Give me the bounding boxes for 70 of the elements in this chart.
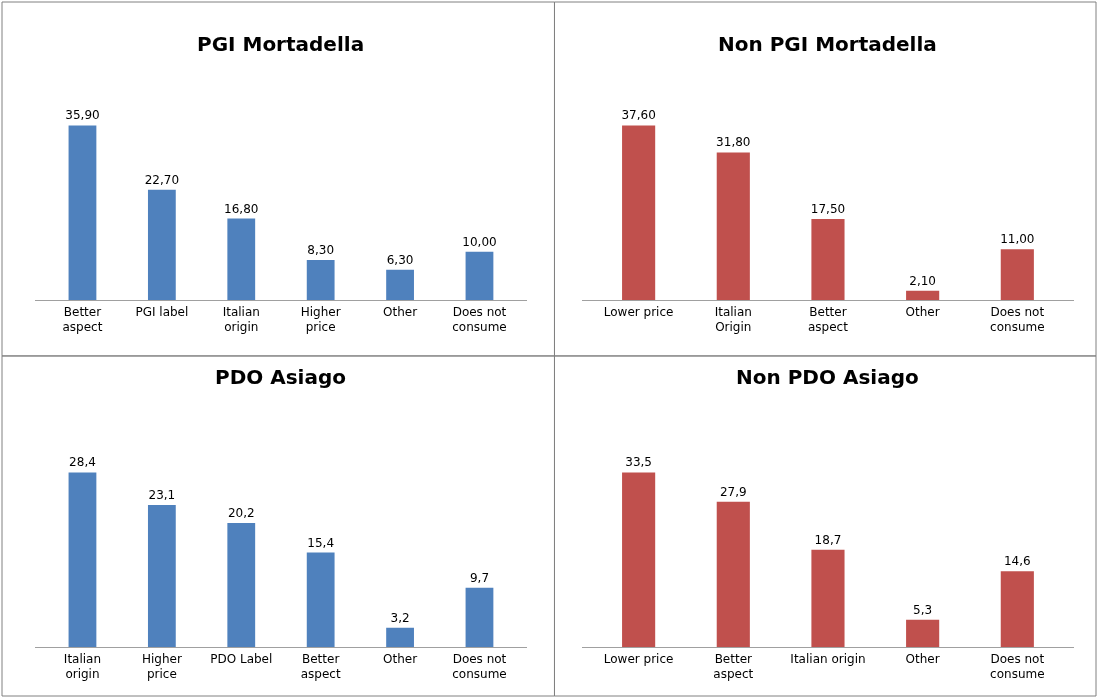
x-tick-label: Italian origin	[222, 304, 260, 335]
data-label: 27,9	[719, 484, 747, 499]
x-tick-label: Better aspect	[713, 651, 754, 682]
data-label: 14,6	[1003, 554, 1031, 569]
data-label: 23,1	[148, 488, 176, 503]
data-label: 10,00	[462, 234, 497, 249]
x-tick-label: Better aspect	[62, 304, 103, 335]
bar	[906, 619, 940, 648]
data-label: 28,4	[69, 455, 96, 470]
data-label: 5,3	[913, 602, 933, 617]
data-label: 22,70	[144, 172, 180, 187]
data-label: 33,5	[625, 455, 652, 470]
bar	[716, 501, 750, 648]
bar	[622, 125, 656, 301]
bar	[1000, 571, 1034, 648]
bar	[147, 189, 176, 301]
data-label: 2,10	[909, 273, 936, 288]
data-label: 3,2	[390, 610, 410, 625]
chart-title: Non PGI Mortadella	[718, 32, 937, 56]
data-label: 11,00	[1000, 232, 1035, 247]
x-tick-label: Higher price	[141, 651, 182, 682]
data-label: 9,7	[469, 570, 490, 585]
x-tick-label: Italian origin	[790, 651, 866, 666]
x-tick-label: Does not consume	[452, 651, 507, 682]
x-tick-label: PGI label	[135, 304, 189, 319]
data-label: 31,80	[716, 135, 751, 150]
data-label: 37,60	[621, 108, 656, 123]
bar	[465, 251, 494, 301]
x-tick-label: Other	[905, 304, 940, 319]
bar	[386, 627, 414, 648]
chart-title: PDO Asiago	[215, 365, 347, 389]
x-tick-label: Better aspect	[808, 304, 849, 335]
data-label: 18,7	[814, 532, 842, 547]
data-label: 6,30	[386, 252, 414, 267]
bar	[811, 549, 845, 648]
data-label: 8,30	[307, 242, 335, 257]
x-tick-label: Other	[905, 651, 940, 666]
bar	[306, 259, 335, 301]
bar	[811, 218, 845, 301]
x-tick-label: Other	[383, 304, 418, 319]
bar	[716, 152, 750, 301]
chart-title: Non PDO Asiago	[736, 365, 919, 389]
bar	[306, 552, 335, 648]
bar	[147, 505, 176, 648]
x-tick-label: Does not consume	[990, 304, 1045, 335]
chart-title: PGI Mortadella	[197, 32, 365, 56]
bar	[227, 522, 256, 648]
x-tick-label: Does not consume	[990, 651, 1045, 682]
x-tick-label: Italian origin	[63, 651, 102, 682]
data-label: 16,80	[224, 201, 259, 216]
data-label: 17,50	[810, 201, 846, 216]
bar	[1000, 249, 1034, 301]
data-label: 15,4	[307, 535, 335, 550]
x-tick-label: Better aspect	[300, 651, 341, 682]
x-tick-label: Lower price	[603, 304, 674, 319]
bar	[68, 125, 97, 301]
x-tick-label: Higher price	[300, 304, 341, 335]
bar	[386, 269, 414, 301]
data-label: 20,2	[227, 505, 255, 520]
x-tick-label: Does not consume	[452, 304, 507, 335]
data-label: 35,90	[65, 108, 100, 123]
bar	[906, 290, 940, 301]
bar	[622, 472, 656, 648]
bar	[68, 472, 97, 648]
bar	[227, 218, 256, 301]
x-tick-label: Italian Origin	[714, 304, 752, 335]
x-tick-label: Lower price	[603, 651, 674, 666]
x-tick-label: Other	[383, 651, 418, 666]
x-tick-label: PDO Label	[210, 651, 273, 666]
bar	[465, 587, 494, 648]
